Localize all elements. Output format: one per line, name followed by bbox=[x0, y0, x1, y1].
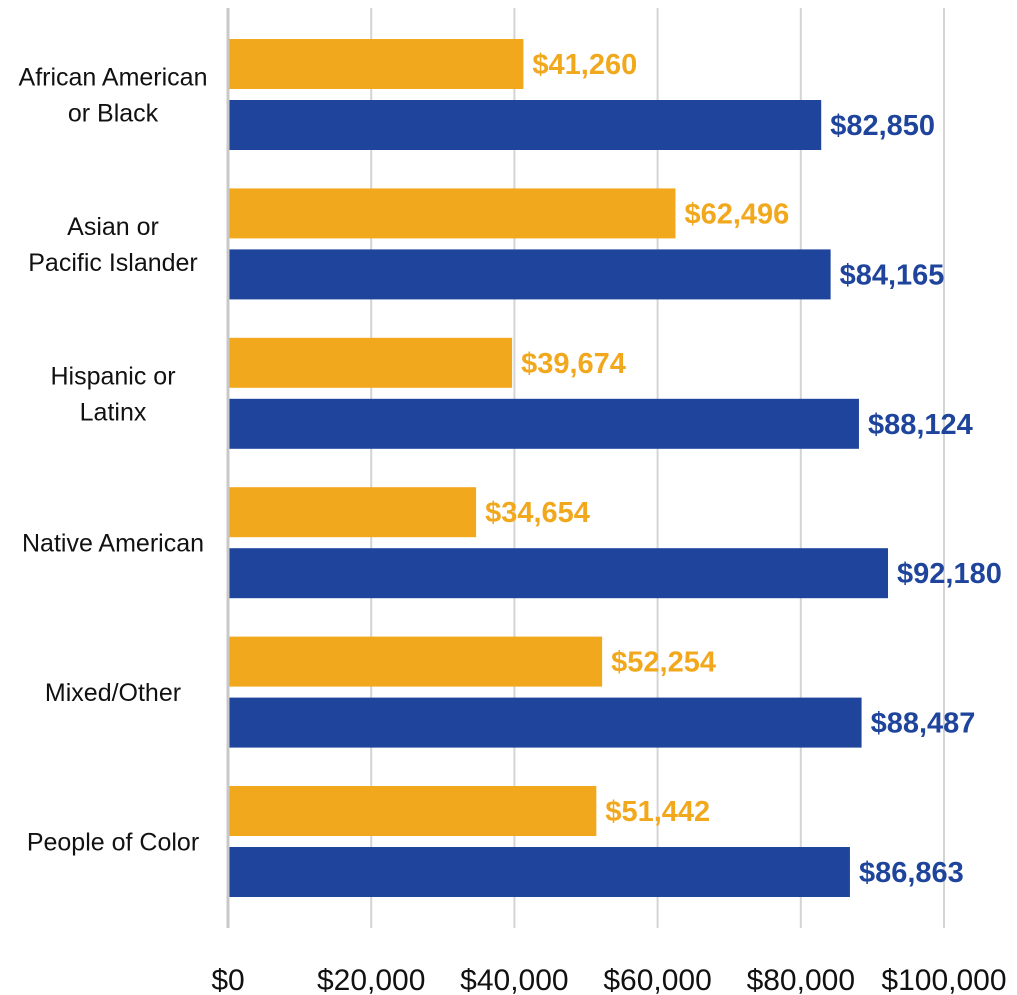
x-tick-label: $60,000 bbox=[603, 964, 711, 995]
category-label: Native American bbox=[22, 530, 204, 558]
value-label: $52,254 bbox=[611, 647, 716, 679]
bar-blue bbox=[228, 100, 821, 150]
category-label: Asian or Pacific Islander bbox=[28, 213, 198, 277]
bar-orange bbox=[228, 338, 512, 388]
bar-blue bbox=[228, 399, 859, 449]
x-tick-label: $80,000 bbox=[747, 964, 855, 995]
category-label: Mixed/Other bbox=[45, 679, 181, 707]
x-tick-label: $0 bbox=[211, 964, 244, 995]
value-label: $86,863 bbox=[859, 857, 964, 889]
value-label: $84,165 bbox=[840, 259, 945, 291]
value-label: $88,487 bbox=[871, 708, 976, 740]
value-label: $34,654 bbox=[485, 497, 590, 529]
bar-blue bbox=[228, 698, 862, 748]
value-label: $82,850 bbox=[830, 110, 935, 142]
category-label-line: Latinx bbox=[80, 398, 147, 426]
bar-orange bbox=[228, 188, 675, 238]
x-tick-label: $20,000 bbox=[317, 964, 425, 995]
value-label: $39,674 bbox=[521, 348, 626, 380]
bar-orange bbox=[228, 487, 476, 537]
bar-orange bbox=[228, 786, 596, 836]
x-tick-label: $40,000 bbox=[460, 964, 568, 995]
category-label-line: Native American bbox=[22, 530, 204, 558]
bar-orange bbox=[228, 39, 523, 89]
category-label: African American or Black bbox=[19, 64, 208, 128]
category-label-line: Pacific Islander bbox=[28, 249, 198, 277]
bar-blue bbox=[228, 249, 831, 299]
category-label: Hispanic or Latinx bbox=[50, 362, 175, 426]
bar-orange bbox=[228, 637, 602, 687]
x-tick-label: $100,000 bbox=[881, 964, 1006, 995]
value-label: $41,260 bbox=[532, 49, 637, 81]
category-label-line: Asian or bbox=[67, 213, 159, 241]
value-label: $88,124 bbox=[868, 409, 973, 441]
category-label-line: Hispanic or bbox=[50, 362, 175, 390]
category-label-line: People of Color bbox=[27, 829, 199, 857]
value-label: $92,180 bbox=[897, 558, 1002, 590]
category-label-line: or Black bbox=[68, 100, 159, 128]
category-label-line: Mixed/Other bbox=[45, 679, 181, 707]
value-label: $51,442 bbox=[605, 796, 710, 828]
value-label: $62,496 bbox=[684, 198, 789, 230]
category-label: People of Color bbox=[27, 829, 199, 857]
category-label-line: African American bbox=[19, 64, 208, 92]
bar-blue bbox=[228, 548, 888, 598]
bar-blue bbox=[228, 847, 850, 897]
